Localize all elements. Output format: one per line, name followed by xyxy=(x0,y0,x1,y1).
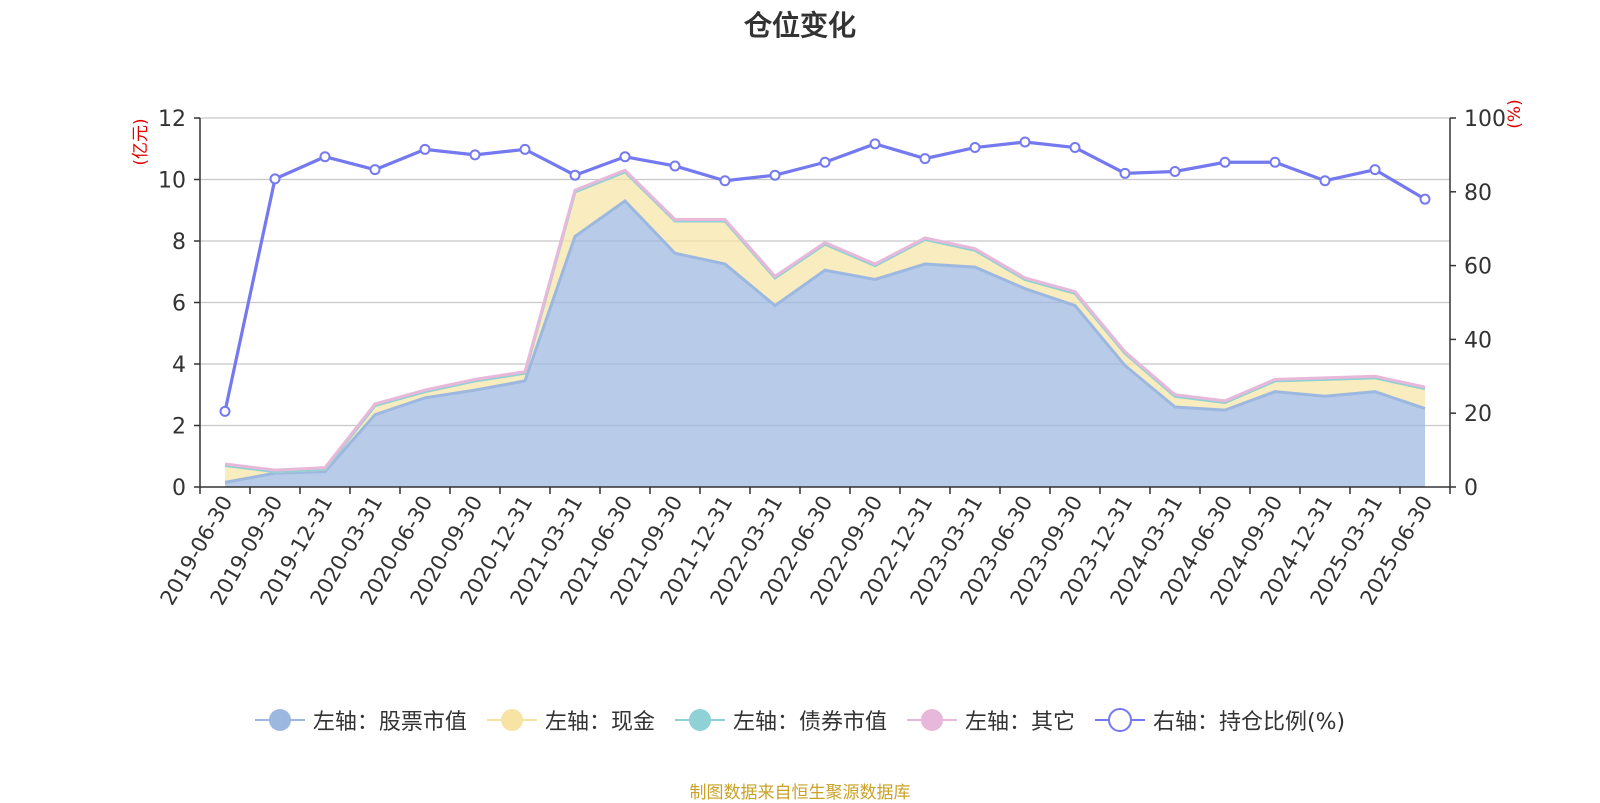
left-tick-label: 10 xyxy=(158,169,186,194)
ratio-point xyxy=(919,153,931,165)
ratio-point xyxy=(869,138,881,150)
left-tick-label: 8 xyxy=(172,230,186,255)
ratio-point xyxy=(1369,164,1381,176)
ratio-point xyxy=(819,156,831,168)
legend-label: 左轴：现金 xyxy=(544,710,655,735)
left-tick-label: 2 xyxy=(172,415,186,440)
legend-label: 左轴：股票市值 xyxy=(312,710,467,735)
line-layer xyxy=(219,136,1431,417)
ratio-point xyxy=(319,151,331,163)
legend-item[interactable]: 左轴：股票市值 xyxy=(254,704,467,736)
right-tick-label: 40 xyxy=(1464,328,1492,353)
chart-title: 仓位变化 xyxy=(743,9,856,42)
legend-symbol xyxy=(1094,708,1145,732)
right-tick-label: 100 xyxy=(1464,107,1506,132)
legend: 左轴：股票市值 左轴：现金 左轴：债券市值 左轴：其它 右轴：持仓比例(%) xyxy=(0,704,1600,736)
right-axis-label: (%) xyxy=(1505,99,1525,128)
right-tick-label: 80 xyxy=(1464,181,1492,206)
ratio-point xyxy=(769,169,781,181)
legend-label: 左轴：其它 xyxy=(964,710,1075,735)
ratio-point xyxy=(519,143,531,155)
legend-symbol xyxy=(674,709,725,731)
area-0 xyxy=(225,201,1425,487)
source-note: 制图数据来自恒生聚源数据库 xyxy=(689,783,911,803)
legend-symbol xyxy=(906,709,957,731)
legend-item[interactable]: 左轴：债券市值 xyxy=(674,704,887,736)
ratio-point xyxy=(1319,175,1331,187)
legend-item[interactable]: 右轴：持仓比例(%) xyxy=(1094,704,1346,736)
legend-item[interactable]: 左轴：其它 xyxy=(906,704,1075,736)
ratio-point xyxy=(719,175,731,187)
legend-label: 右轴：持仓比例(%) xyxy=(1152,710,1346,735)
left-axis-label: (亿元) xyxy=(131,118,151,165)
ratio-point xyxy=(1219,156,1231,168)
right-tick-label: 20 xyxy=(1464,402,1492,427)
right-tick-label: 0 xyxy=(1464,476,1478,501)
ratio-point xyxy=(669,160,681,172)
ratio-point xyxy=(1069,142,1081,154)
ratio-point xyxy=(369,164,381,176)
ratio-point xyxy=(1169,166,1181,178)
area-line-0 xyxy=(224,199,1426,484)
left-tick-label: 6 xyxy=(172,292,186,317)
ratio-point xyxy=(1269,156,1281,168)
area-line-3 xyxy=(224,168,1426,472)
ratio-point xyxy=(1419,193,1431,205)
ratio-point xyxy=(269,173,281,185)
ratio-point xyxy=(219,405,231,417)
area-layer xyxy=(224,168,1426,487)
ratio-point xyxy=(469,149,481,161)
left-tick-label: 12 xyxy=(158,107,186,132)
legend-item[interactable]: 左轴：现金 xyxy=(486,704,655,736)
legend-label: 左轴：债券市值 xyxy=(732,710,887,735)
ratio-point xyxy=(569,169,581,181)
ratio-point xyxy=(1119,167,1131,179)
left-tick-label: 4 xyxy=(172,353,186,378)
axis-layer xyxy=(194,117,1456,494)
left-tick-label: 0 xyxy=(172,476,186,501)
ratio-point xyxy=(419,143,431,155)
ratio-point xyxy=(1019,136,1031,148)
legend-symbol xyxy=(486,709,537,731)
ratio-point xyxy=(619,151,631,163)
right-tick-label: 60 xyxy=(1464,255,1492,280)
legend-symbol xyxy=(254,709,305,731)
ratio-point xyxy=(969,142,981,154)
chart-plot: 0246810120204060801002019-06-302019-09-3… xyxy=(131,99,1525,609)
